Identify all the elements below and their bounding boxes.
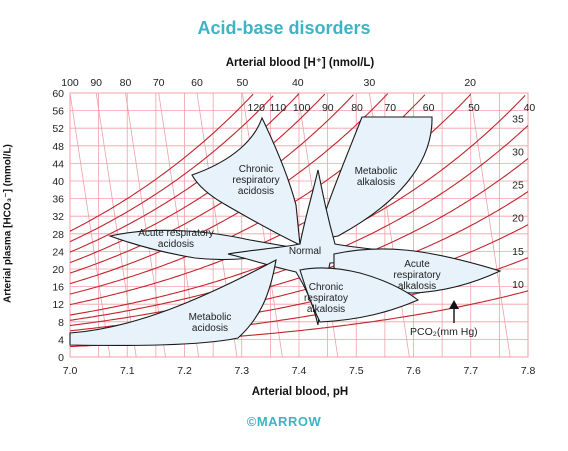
region-labels: Chronic respiratory acidosis Metabolic alkal… xyxy=(138,164,440,334)
h-ion-tick-label: 20 xyxy=(464,77,476,89)
x-tick-label: 7.4 xyxy=(292,365,307,377)
pco2-top-label: 100 xyxy=(293,102,311,114)
pco2-top-label: 40 xyxy=(524,102,536,114)
y-tick-label: 48 xyxy=(52,141,64,153)
disorder-regions xyxy=(69,116,502,346)
region-label-normal: Normal xyxy=(289,246,321,257)
pco2-top-label: 120 xyxy=(247,102,265,114)
x-tick-label: 7.6 xyxy=(406,365,421,377)
h-ion-line xyxy=(95,92,137,358)
h-ion-tick-label: 60 xyxy=(191,77,203,89)
region-normal xyxy=(227,169,402,326)
region-label-metabolic-acidosis: Metabolic acidosis xyxy=(189,312,232,334)
pco2-isobar-110 xyxy=(69,95,274,243)
pco2-top-label: 60 xyxy=(423,102,435,114)
y-tick-label: 40 xyxy=(52,176,64,188)
pco2-top-label: 70 xyxy=(384,102,396,114)
pco2-top-label: 80 xyxy=(351,102,363,114)
h-ion-tick-label: 80 xyxy=(120,77,132,89)
h-ion-line xyxy=(69,92,111,358)
h-ion-line xyxy=(469,92,511,358)
pco2-right-label: 35 xyxy=(512,113,524,125)
pco2-top-label: 90 xyxy=(322,102,334,114)
y-tick-label: 52 xyxy=(52,123,64,135)
y-tick-label: 4 xyxy=(58,334,64,346)
region-label-acute-respiratory-alkalosis: Acute respiratory alkalosis xyxy=(393,259,440,292)
y-tick-label: 60 xyxy=(52,88,64,100)
region-metabolic-alkalosis xyxy=(315,116,433,241)
pco2-isobar-120 xyxy=(69,93,254,232)
watermark-logo: ©MARROW xyxy=(246,414,322,429)
region-metabolic-acidosis xyxy=(69,258,277,346)
bottom-axis-title: Arterial blood, pH xyxy=(251,386,349,398)
pco2-top-label: 50 xyxy=(468,102,480,114)
x-tick-label: 7.2 xyxy=(177,365,192,377)
y-tick-label: 36 xyxy=(52,194,64,206)
x-tick-label: 7.5 xyxy=(349,365,364,377)
pco2-arrow-icon xyxy=(449,300,459,309)
pco2-isobar-70 xyxy=(69,93,389,285)
pco2-isobar-80 xyxy=(69,94,354,274)
y-tick-label: 44 xyxy=(52,158,64,170)
region-label-chronic-respiratoy-alkalosis: Chronic respiratoy alkalosis xyxy=(304,282,348,315)
pco2-label: PCO₂(mm Hg) xyxy=(410,326,478,338)
pco2-pointer: PCO₂(mm Hg) xyxy=(410,300,478,338)
pco2-right-label: 20 xyxy=(512,213,524,225)
y-tick-label: 20 xyxy=(52,264,64,276)
region-chronic-respiratoy-alkalosis xyxy=(299,267,420,323)
x-tick-label: 7.1 xyxy=(120,365,135,377)
y-tick-label: 16 xyxy=(52,282,64,294)
region-label-chronic-respiratory-acidosis: Chronic respiratory acidosis xyxy=(232,164,279,197)
page-title: Acid-base disorders xyxy=(197,18,371,38)
y-tick-label: 56 xyxy=(52,106,64,118)
tick-labels: 7.0 7.1 7.2 7.3 7.4 7.5 7.6 7.7 7.80481216202428… xyxy=(52,77,535,377)
x-tick-label: 7.0 xyxy=(63,365,78,377)
region-chronic-respiratory-acidosis xyxy=(191,116,301,246)
h-ion-tick-label: 100 xyxy=(61,77,79,89)
h-ion-tick-label: 50 xyxy=(236,77,248,89)
pco2-right-label: 25 xyxy=(512,180,524,192)
y-tick-label: 24 xyxy=(52,246,64,258)
pco2-top-label: 110 xyxy=(270,102,287,114)
y-tick-label: 8 xyxy=(58,317,64,329)
pco2-right-label: 30 xyxy=(512,147,524,159)
x-tick-label: 7.7 xyxy=(463,365,478,377)
region-label-acute-respiratory-acidosis: Acute respiratory acidosis xyxy=(138,228,214,250)
x-tick-label: 7.8 xyxy=(521,365,536,377)
h-ion-tick-label: 90 xyxy=(90,77,102,89)
y-tick-label: 28 xyxy=(52,229,64,241)
pco2-right-label: 15 xyxy=(512,246,524,258)
y-tick-label: 32 xyxy=(52,211,64,223)
pco2-right-label: 10 xyxy=(512,279,524,291)
h-ion-tick-label: 70 xyxy=(153,77,165,89)
pco2-isobar-90 xyxy=(69,93,326,264)
region-label-metabolic-alkalosis: Metabolic alkalosis xyxy=(355,166,398,188)
y-tick-label: 0 xyxy=(58,352,64,364)
top-axis-title: Arterial blood [H⁺] (nmol/L) xyxy=(225,57,375,69)
y-tick-label: 12 xyxy=(52,299,64,311)
h-ion-tick-label: 30 xyxy=(364,77,376,89)
h-ion-tick-label: 40 xyxy=(292,77,304,89)
x-tick-label: 7.3 xyxy=(234,365,249,377)
